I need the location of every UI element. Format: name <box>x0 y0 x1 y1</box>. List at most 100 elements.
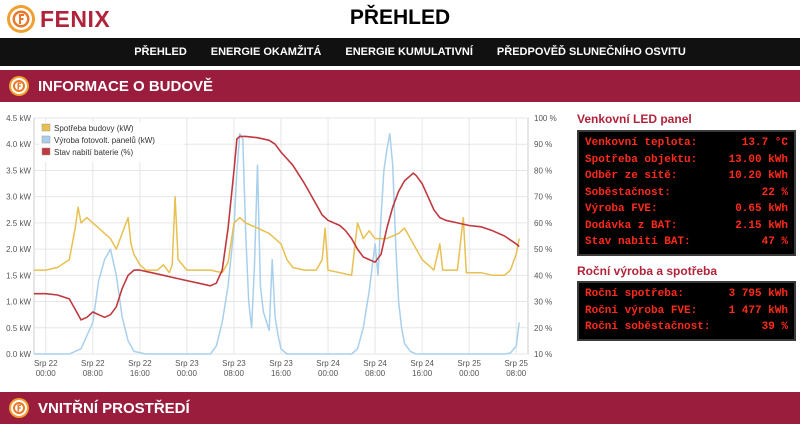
led-panel-label: Dodávka z BAT: <box>585 219 678 232</box>
x-tick-label: Srp 23 <box>175 359 199 368</box>
led-panel-label: Výroba FVE: <box>585 203 658 215</box>
sun-icon <box>9 76 29 96</box>
section-header-indoor: VNITŘNÍ PROSTŘEDÍ <box>0 392 800 424</box>
y-right-tick-label: 70 % <box>534 193 552 202</box>
x-tick-label: 08:00 <box>365 369 386 378</box>
x-tick-label: Srp 22 <box>34 359 58 368</box>
x-tick-label: 16:00 <box>271 369 292 378</box>
y-left-tick-label: 4.0 kW <box>6 140 31 149</box>
legend-label: Stav nabití baterie (%) <box>54 148 133 157</box>
sun-logo-icon <box>7 5 35 33</box>
legend-swatch <box>41 123 51 132</box>
x-tick-label: Srp 23 <box>222 359 246 368</box>
y-left-tick-label: 2.5 kW <box>6 219 31 228</box>
y-left-tick-label: 1.0 kW <box>6 298 31 307</box>
y-left-tick-label: 2.0 kW <box>6 245 31 254</box>
x-tick-label: Srp 24 <box>410 359 434 368</box>
section-title-indoor: VNITŘNÍ PROSTŘEDÍ <box>38 399 190 417</box>
x-tick-label: 16:00 <box>412 369 433 378</box>
led-panel-value: 22 % <box>761 186 788 199</box>
y-right-tick-label: 20 % <box>534 324 552 333</box>
y-left-tick-label: 1.5 kW <box>6 271 31 280</box>
y-right-tick-label: 40 % <box>534 271 552 280</box>
main-nav: PŘEHLED ENERGIE OKAMŽITÁ ENERGIE KUMULAT… <box>0 38 800 66</box>
legend-box <box>39 122 184 162</box>
led-panel-row: Odběr ze sítě: 10.20 kWh <box>585 168 788 185</box>
y-left-tick-label: 0.5 kW <box>6 324 31 333</box>
top-bar: FENIX PŘEHLED <box>0 0 800 38</box>
annual-panel-label: Roční výroba FVE: <box>585 304 698 317</box>
x-tick-label: 08:00 <box>224 369 245 378</box>
legend-label: Spotřeba budovy (kW) <box>54 124 134 133</box>
logo-text: FENIX <box>40 5 111 32</box>
pv-production-series-line <box>34 132 520 355</box>
y-right-tick-label: 90 % <box>534 140 552 149</box>
nav-item-cumulative-energy[interactable]: ENERGIE KUMULATIVNÍ <box>345 46 473 58</box>
page-title: PŘEHLED <box>349 6 451 29</box>
annual-panel-row: Roční výroba FVE: 1 477 kWh <box>585 303 788 320</box>
x-tick-label: 00:00 <box>318 369 339 378</box>
x-tick-label: 00:00 <box>177 369 198 378</box>
x-tick-label: Srp 22 <box>128 359 152 368</box>
led-panel: Venkovní teplota: 13.7 °C Spotřeba objektu… <box>577 130 796 256</box>
led-panel-value: 13.7 °C <box>741 137 788 149</box>
led-panel-value: 10.20 kWh <box>728 170 788 182</box>
battery-charge-series-line <box>34 135 520 321</box>
led-panel-value: 0.65 kWh <box>735 203 788 215</box>
x-tick-label: Srp 23 <box>269 359 293 368</box>
logo[interactable]: FENIX <box>6 4 110 34</box>
led-panel-label: Odběr ze sítě: <box>585 170 678 182</box>
y-right-tick-label: 10 % <box>534 350 552 359</box>
sun-icon <box>9 398 29 418</box>
annual-panel-value: 3 795 kWh <box>728 288 788 300</box>
x-tick-label: Srp 24 <box>316 359 340 368</box>
annual-panel-row: Roční soběstačnost: 39 % <box>585 319 788 336</box>
led-panel-title: Venkovní LED panel <box>577 112 692 126</box>
y-left-tick-label: 3.0 kW <box>6 193 31 202</box>
led-panel-row: Soběstačnost: 22 % <box>585 185 788 202</box>
annual-panel: Roční spotřeba: 3 795 kWh Roční výroba FVE… <box>577 281 796 341</box>
nav-item-instant-energy[interactable]: ENERGIE OKAMŽITÁ <box>210 46 322 58</box>
energy-chart-svg: 0.0 kW 10 % 0.5 kW 20 % 1.0 kW 30 % 1.5 kW 40 %… <box>6 114 557 378</box>
x-tick-label: 16:00 <box>130 369 151 378</box>
led-panel-value: 47 % <box>761 236 788 248</box>
legend-label: Výroba fotovolt. panelů (kW) <box>54 136 155 145</box>
led-panel-row: Stav nabití BAT: 47 % <box>585 234 788 251</box>
led-panel-row: Spotřeba objektu: 13.00 kWh <box>585 152 788 169</box>
led-panel-row: Dodávka z BAT: 2.15 kWh <box>585 218 788 235</box>
x-tick-label: Srp 22 <box>81 359 105 368</box>
y-right-tick-label: 30 % <box>534 298 552 307</box>
led-panel-label: Stav nabití BAT: <box>585 236 691 248</box>
energy-chart: 0.0 kW 10 % 0.5 kW 20 % 1.0 kW 30 % 1.5 kW 40 %… <box>0 108 560 382</box>
led-panel-label: Venkovní teplota: <box>585 137 698 149</box>
led-panel-row: Venkovní teplota: 13.7 °C <box>585 135 788 152</box>
x-tick-label: 00:00 <box>36 369 57 378</box>
y-right-tick-label: 80 % <box>534 166 552 175</box>
y-right-tick-label: 100 % <box>534 114 557 123</box>
led-panel-value: 2.15 kWh <box>735 219 788 232</box>
nav-item-solar-forecast[interactable]: PŘEDPOVĚĎ SLUNEČNÍHO OSVITU <box>496 46 686 58</box>
annual-panel-title: Roční výroba a spotřeba <box>577 264 718 278</box>
section-title-building: INFORMACE O BUDOVĚ <box>38 77 214 95</box>
annual-panel-label: Roční soběstačnost: <box>585 321 711 333</box>
annual-panel-label: Roční spotřeba: <box>585 288 685 300</box>
annual-panel-row: Roční spotřeba: 3 795 kWh <box>585 286 788 303</box>
x-tick-label: Srp 24 <box>363 359 387 368</box>
led-panel-row: Výroba FVE: 0.65 kWh <box>585 201 788 218</box>
annual-panel-value: 1 477 kWh <box>728 304 788 317</box>
led-panel-label: Spotřeba objektu: <box>585 153 698 166</box>
legend-swatch <box>41 147 51 156</box>
y-left-tick-label: 0.0 kW <box>6 350 31 359</box>
section-header-building: INFORMACE O BUDOVĚ <box>0 70 800 102</box>
led-panel-value: 13.00 kWh <box>728 153 788 166</box>
y-right-tick-label: 60 % <box>534 219 552 228</box>
y-left-tick-label: 4.5 kW <box>6 114 31 123</box>
x-tick-label: Srp 25 <box>504 359 528 368</box>
consumption-series-line <box>34 195 520 277</box>
y-left-tick-label: 3.5 kW <box>6 166 31 175</box>
annual-panel-value: 39 % <box>761 321 788 333</box>
x-tick-label: 08:00 <box>506 369 527 378</box>
legend-swatch <box>41 135 51 144</box>
x-tick-label: 00:00 <box>459 369 480 378</box>
nav-item-overview[interactable]: PŘEHLED <box>134 46 187 58</box>
